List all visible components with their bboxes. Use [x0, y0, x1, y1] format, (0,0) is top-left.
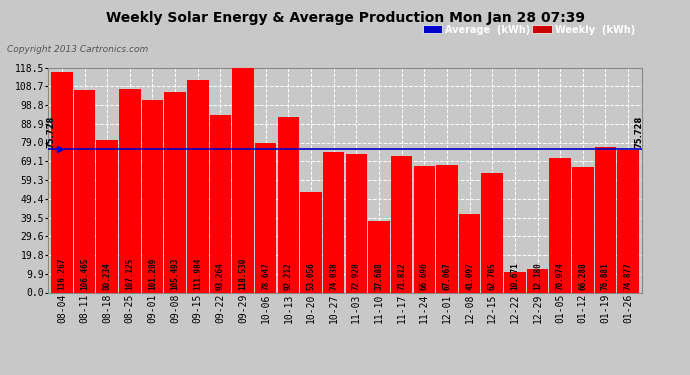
Bar — [141, 100, 164, 292]
Text: 53.056: 53.056 — [306, 262, 315, 290]
Bar — [549, 158, 571, 292]
Bar — [526, 269, 549, 292]
Bar — [572, 166, 593, 292]
Bar — [323, 152, 344, 292]
Text: Copyright 2013 Cartronics.com: Copyright 2013 Cartronics.com — [7, 45, 148, 54]
Bar — [97, 140, 118, 292]
Text: Weekly Solar Energy & Average Production Mon Jan 28 07:39: Weekly Solar Energy & Average Production… — [106, 11, 584, 25]
Bar — [210, 116, 231, 292]
Text: 66.288: 66.288 — [578, 262, 587, 290]
Text: 111.984: 111.984 — [193, 257, 202, 290]
Text: 67.067: 67.067 — [442, 262, 451, 290]
Text: 101.209: 101.209 — [148, 257, 157, 290]
Text: 78.647: 78.647 — [262, 262, 270, 290]
Text: 107.125: 107.125 — [126, 257, 135, 290]
Text: 75.728: 75.728 — [46, 116, 55, 148]
Bar — [482, 174, 503, 292]
Bar — [233, 68, 254, 292]
Text: 71.812: 71.812 — [397, 262, 406, 290]
Bar — [255, 143, 277, 292]
Text: 37.688: 37.688 — [375, 262, 384, 290]
Bar — [164, 92, 186, 292]
Bar — [618, 150, 639, 292]
Text: 12.180: 12.180 — [533, 262, 542, 290]
Text: 62.705: 62.705 — [488, 262, 497, 290]
Bar — [300, 192, 322, 292]
Text: 80.234: 80.234 — [103, 262, 112, 290]
Bar — [187, 80, 208, 292]
Bar — [368, 221, 390, 292]
Text: 70.974: 70.974 — [555, 262, 564, 290]
Bar — [413, 166, 435, 292]
Text: 118.530: 118.530 — [239, 257, 248, 290]
Bar — [277, 117, 299, 292]
Bar — [119, 89, 141, 292]
Bar — [51, 72, 72, 292]
Text: 76.881: 76.881 — [601, 262, 610, 290]
Text: 72.920: 72.920 — [352, 262, 361, 290]
Text: 105.493: 105.493 — [170, 257, 179, 290]
Bar — [459, 214, 480, 292]
Legend: Average  (kWh), Weekly  (kWh): Average (kWh), Weekly (kWh) — [421, 23, 637, 37]
Text: 10.671: 10.671 — [511, 262, 520, 290]
Text: 41.097: 41.097 — [465, 262, 474, 290]
Text: 74.877: 74.877 — [624, 262, 633, 290]
Bar — [436, 165, 457, 292]
Text: 116.267: 116.267 — [57, 257, 66, 290]
Text: 93.264: 93.264 — [216, 262, 225, 290]
Text: 106.465: 106.465 — [80, 257, 89, 290]
Text: 92.212: 92.212 — [284, 262, 293, 290]
Text: 75.728: 75.728 — [635, 116, 644, 148]
Bar — [504, 272, 526, 292]
Bar — [346, 154, 367, 292]
Bar — [74, 90, 95, 292]
Bar — [391, 156, 413, 292]
Bar — [595, 147, 616, 292]
Text: 74.038: 74.038 — [329, 262, 338, 290]
Text: 66.696: 66.696 — [420, 262, 428, 290]
